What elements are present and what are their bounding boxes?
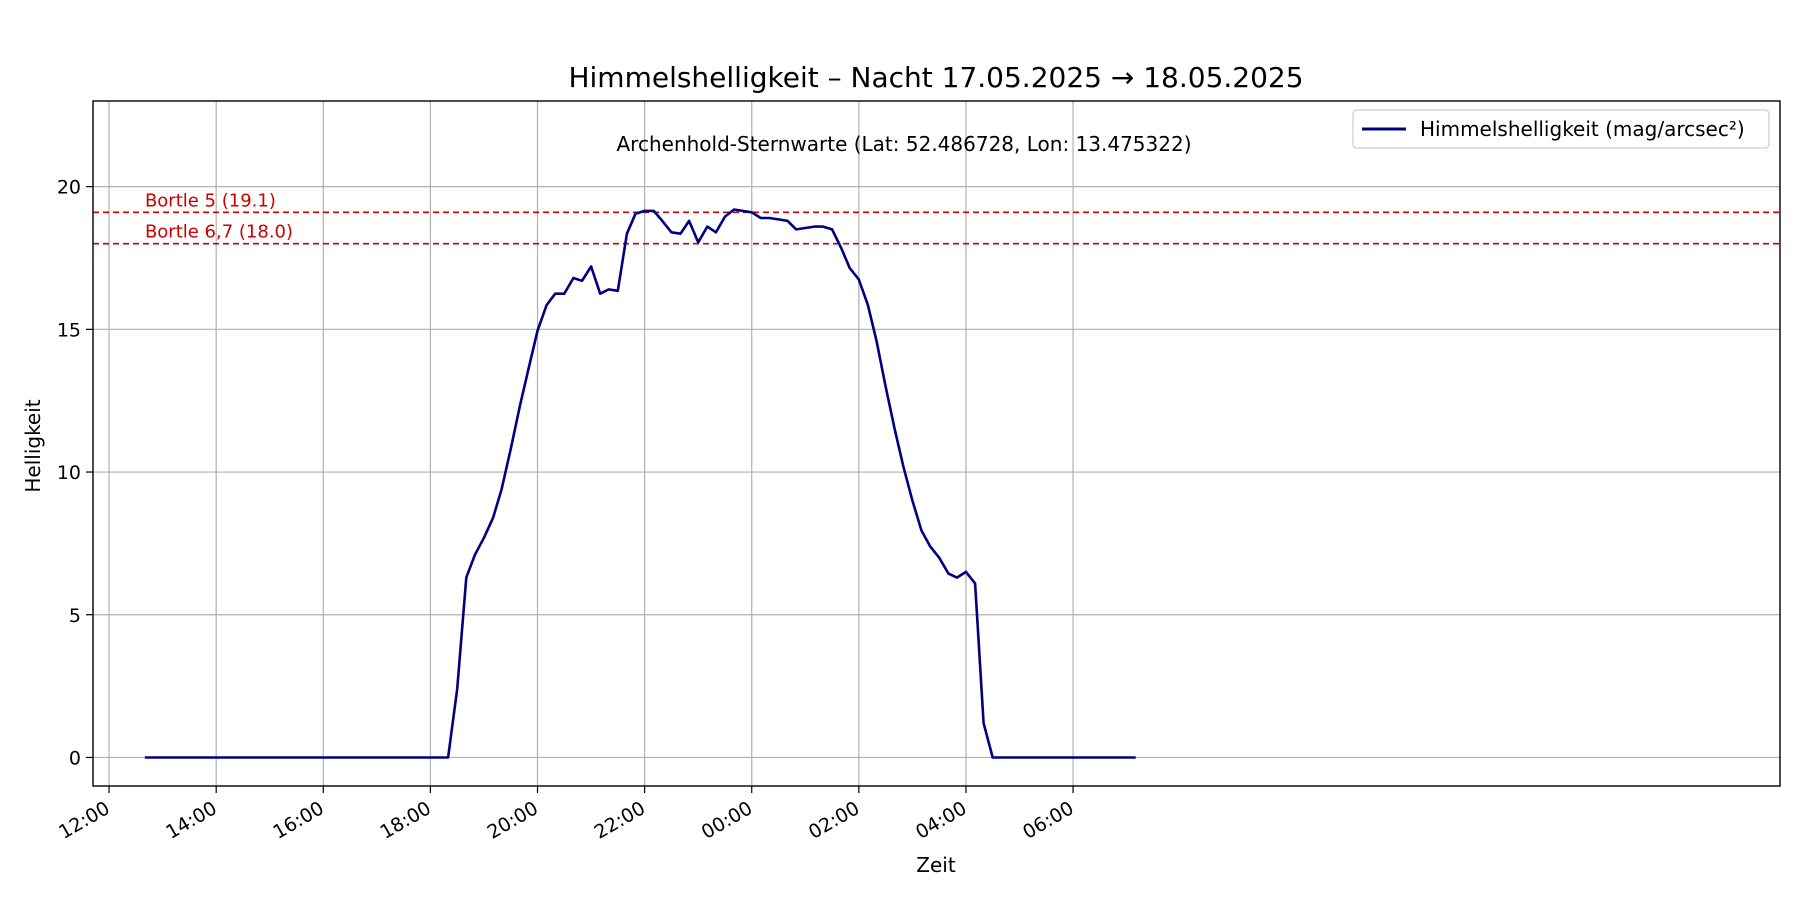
y-tick-label: 10 [57,462,81,484]
y-axis-ticks: 0 5 10 15 20 [57,177,93,769]
reference-line-label: Bortle 5 (19.1) [145,190,276,211]
series-layer [144,208,1136,759]
y-axis-label: Helligkeit [21,399,45,492]
y-tick-label: 5 [69,605,81,627]
plot-frame [92,100,1781,787]
chart-title: Himmelshelligkeit – Nacht 17.05.2025 → 1… [568,61,1303,94]
y-tick-label: 20 [57,177,81,199]
legend: Himmelshelligkeit (mag/arcsec²) [1352,109,1770,149]
reference-lines: Bortle 5 (19.1) Bortle 6,7 (18.0) [93,190,1780,245]
chart-subtitle: Archenhold-Sternwarte (Lat: 52.486728, L… [617,132,1192,156]
legend-label: Himmelshelligkeit (mag/arcsec²) [1420,117,1745,141]
grid [93,101,1780,786]
y-tick-label: 15 [57,319,81,341]
y-tick-label: 0 [69,747,81,769]
legend-box [1352,109,1770,149]
series-line [144,208,1136,759]
x-axis-label: Zeit [916,853,956,877]
reference-line-label: Bortle 6,7 (18.0) [145,222,293,243]
